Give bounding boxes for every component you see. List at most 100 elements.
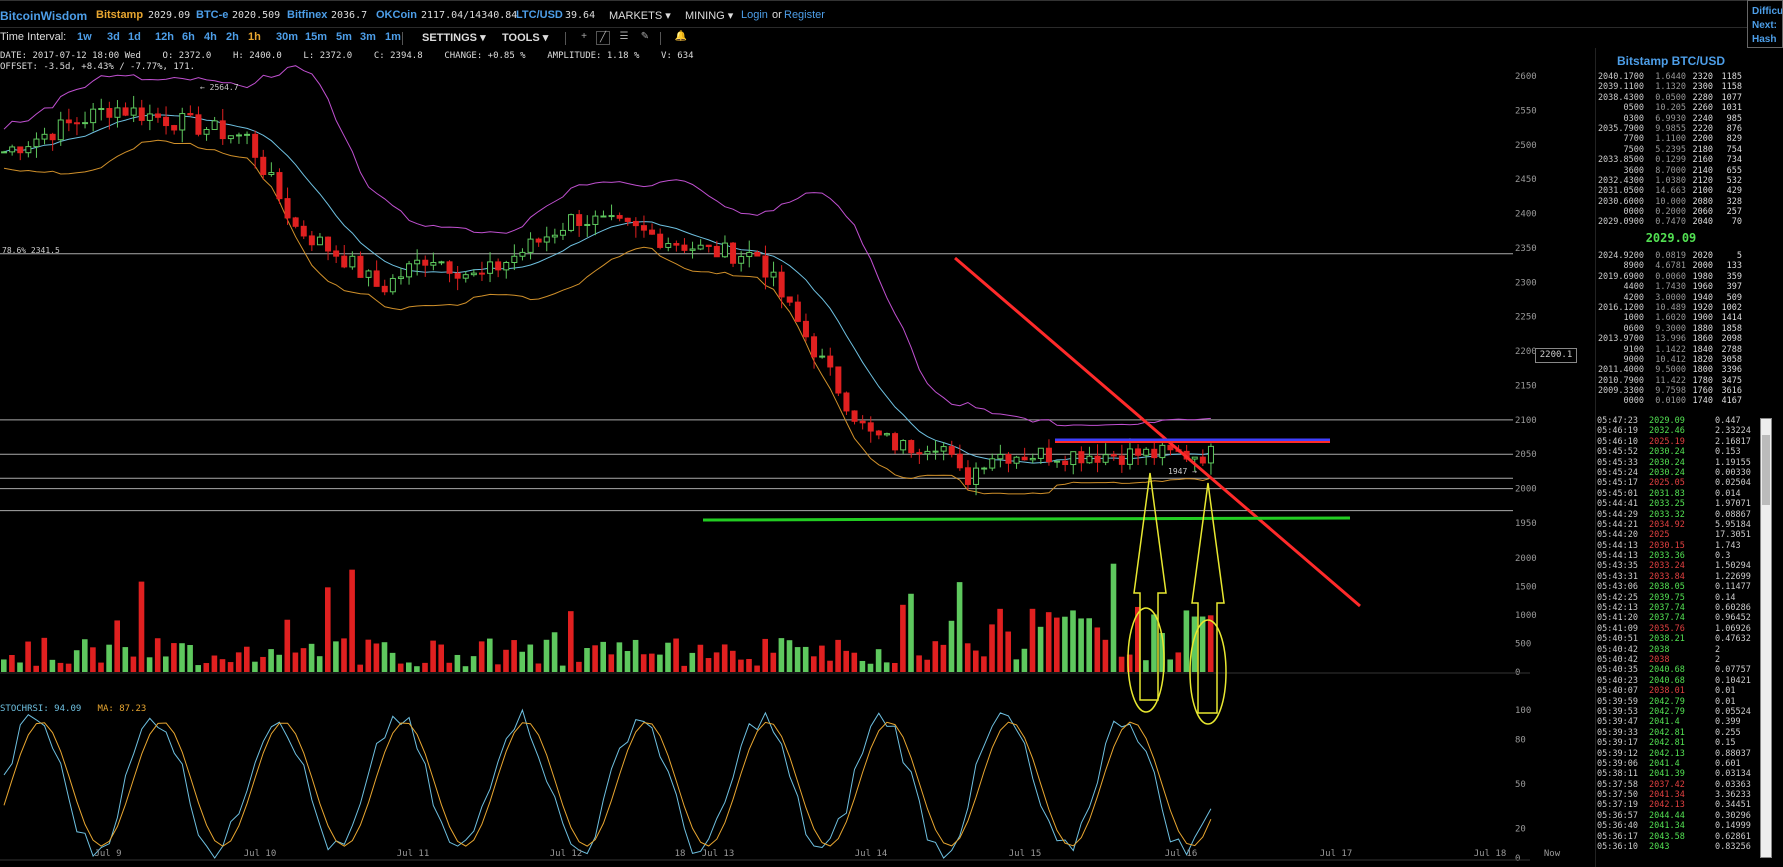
interval-15m[interactable]: 15m [305,31,328,43]
exchange-btce[interactable]: BTC-e [196,9,229,21]
interval-6h[interactable]: 6h [182,31,195,43]
volume-bar [130,656,137,672]
fib-tool-icon[interactable]: ✎ [640,31,650,42]
orderbook-cell: 2080 [1692,196,1713,207]
volume-axis-tick: 1500 [1515,583,1537,593]
volume-bar [146,657,153,672]
candle-body [454,272,461,279]
settings-menu[interactable]: SETTINGS ▾ [422,32,486,44]
scrollbar-thumb[interactable] [1762,435,1770,505]
interval-1m[interactable]: 1m [385,31,401,43]
exchange-bitstamp[interactable]: Bitstamp [96,9,144,21]
trade-time: 05:43:06 [1597,582,1638,593]
line-tool-icon[interactable]: ╱ [596,31,610,45]
trade-amount: 0.03363 [1715,779,1751,790]
candle-body [584,223,591,226]
interval-5m[interactable]: 5m [336,31,352,43]
brand-logo[interactable]: BitcoinWisdom [0,9,88,23]
interval-4h[interactable]: 4h [204,31,217,43]
orderbook-cell: 2009.3300 [1597,386,1644,397]
crosshair-icon[interactable]: + [581,31,587,42]
trade-time: 05:40:42 [1597,644,1638,655]
orderbook-row: 2033.8500 0.1299 2160 734 [1596,155,1746,165]
exchange-bitfinex[interactable]: Bitfinex [287,9,328,21]
alert-bell-icon[interactable]: 🔔 [674,31,688,42]
orderbook-cell: 1880 [1692,323,1713,334]
interval-3m[interactable]: 3m [360,31,376,43]
interval-1d[interactable]: 1d [128,31,141,43]
interval-1w[interactable]: 1w [77,31,92,43]
markets-menu[interactable]: MARKETS ▾ [609,10,671,22]
register-link[interactable]: Register [784,9,825,21]
mining-menu[interactable]: MINING ▾ [685,10,734,22]
trade-price: 2030.24 [1649,457,1685,468]
candle-body [122,107,129,116]
candle-body [568,214,575,231]
volume-bar [932,641,939,672]
orderbook-cell: 3396 [1721,365,1742,376]
candle-body [308,235,315,246]
trade-row: 05:42:13 2037.74 0.60286 [1597,603,1757,613]
volume-bar [665,642,671,672]
difficulty-panel: Difficu Next: Hash R [1747,0,1783,48]
tools-menu[interactable]: TOOLS ▾ [502,32,549,44]
trade-amount: 0.07757 [1715,665,1751,676]
trade-time: 05:39:53 [1597,706,1638,717]
login-link[interactable]: Login [741,9,768,21]
volume-bar [649,653,655,672]
volume-bar [827,660,833,672]
candle-body [657,233,664,248]
interval-2h[interactable]: 2h [226,31,239,43]
volume-axis-tick: 500 [1515,640,1531,650]
exchange-ltcusd[interactable]: LTC/USD [516,9,563,21]
volume-bar [73,650,80,672]
orderbook-row: 0000 0.2000 2060 257 [1596,207,1746,217]
trades-scrollbar[interactable] [1760,418,1772,858]
volume-bar [592,645,598,672]
trade-price: 2042.81 [1649,738,1685,749]
candle-body [195,114,202,135]
candle-body [65,119,72,124]
stochrsi-k-line [3,708,1212,859]
interval-1h[interactable]: 1h [248,31,261,43]
trade-time: 05:39:59 [1597,696,1638,707]
candle-body [1159,444,1166,459]
trade-price: 2043.58 [1649,831,1685,842]
orderbook-row: 2011.4000 9.5000 1800 3396 [1596,365,1746,375]
volume-bar [973,650,979,672]
interval-3d[interactable]: 3d [107,31,120,43]
volume-bar [1078,618,1084,672]
orderbook-cell: 359 [1726,271,1742,282]
interval-12h[interactable]: 12h [155,31,174,43]
trade-price: 2033.32 [1649,509,1685,520]
trade-price: 2043 [1649,842,1670,853]
orderbook-cell: 1.7430 [1655,282,1686,293]
orderbook-cell: 1.6020 [1655,313,1686,324]
trade-amount: 2.16817 [1715,436,1751,447]
interval-30m[interactable]: 30m [276,31,299,43]
volume-bar [632,639,639,672]
volume-bar [211,655,218,672]
bitstamp-price: 2029.09 [148,10,191,21]
candle-body [219,120,226,140]
price-chart[interactable]: 2600 2550 2500 2450 2400 2350 2300 2250 2200 2150… [0,48,1595,867]
toolbar-separator [565,32,566,45]
orderbook-cell: 10.489 [1655,302,1686,313]
candle-body [462,274,469,279]
trade-amount: 17.3051 [1715,530,1751,541]
trade-time: 05:44:13 [1597,540,1638,551]
trade-price: 2038.05 [1649,582,1685,593]
candle-body [632,220,639,227]
orderbook-cell: 2240 [1692,113,1713,124]
hline-tool-icon[interactable]: ☰ [619,31,629,42]
volume-bar [495,664,501,672]
exchange-okcoin[interactable]: OKCoin [376,9,417,21]
trade-amount: 1.743 [1715,540,1741,551]
volume-bar [527,644,534,672]
orderbook-row: 2024.9200 0.0819 2020 5 [1596,251,1746,261]
orderbook-cell: 328 [1726,196,1742,207]
orderbook-cell: 1158 [1721,82,1742,93]
trade-time: 05:45:33 [1597,457,1638,468]
orderbook-cell: 14.663 [1655,186,1686,197]
trade-time: 05:40:07 [1597,686,1638,697]
